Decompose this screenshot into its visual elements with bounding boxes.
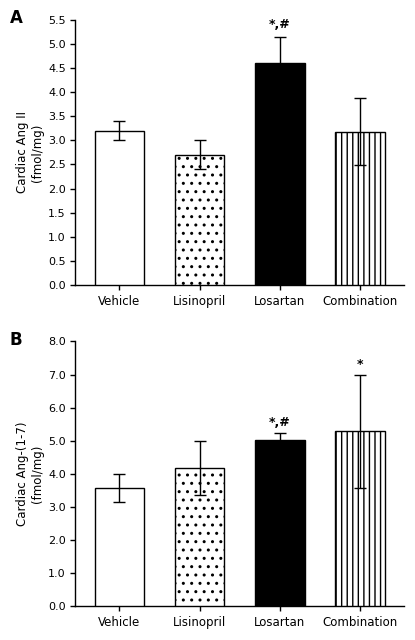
Bar xyxy=(95,488,144,606)
Bar xyxy=(335,431,385,606)
Y-axis label: Cardiac Ang II
(fmol/mg): Cardiac Ang II (fmol/mg) xyxy=(16,111,44,193)
Y-axis label: Cardiac Ang-(1-7)
(fmol/mg): Cardiac Ang-(1-7) (fmol/mg) xyxy=(16,422,44,526)
Text: *,#: *,# xyxy=(269,18,290,31)
Text: B: B xyxy=(10,331,22,349)
Bar xyxy=(335,132,385,285)
Text: *: * xyxy=(356,358,363,371)
Text: *,#: *,# xyxy=(269,416,290,429)
Bar xyxy=(95,131,144,285)
Bar xyxy=(255,63,305,285)
Bar xyxy=(175,468,225,606)
Bar xyxy=(255,440,305,606)
Text: A: A xyxy=(10,10,23,28)
Bar xyxy=(175,155,225,285)
